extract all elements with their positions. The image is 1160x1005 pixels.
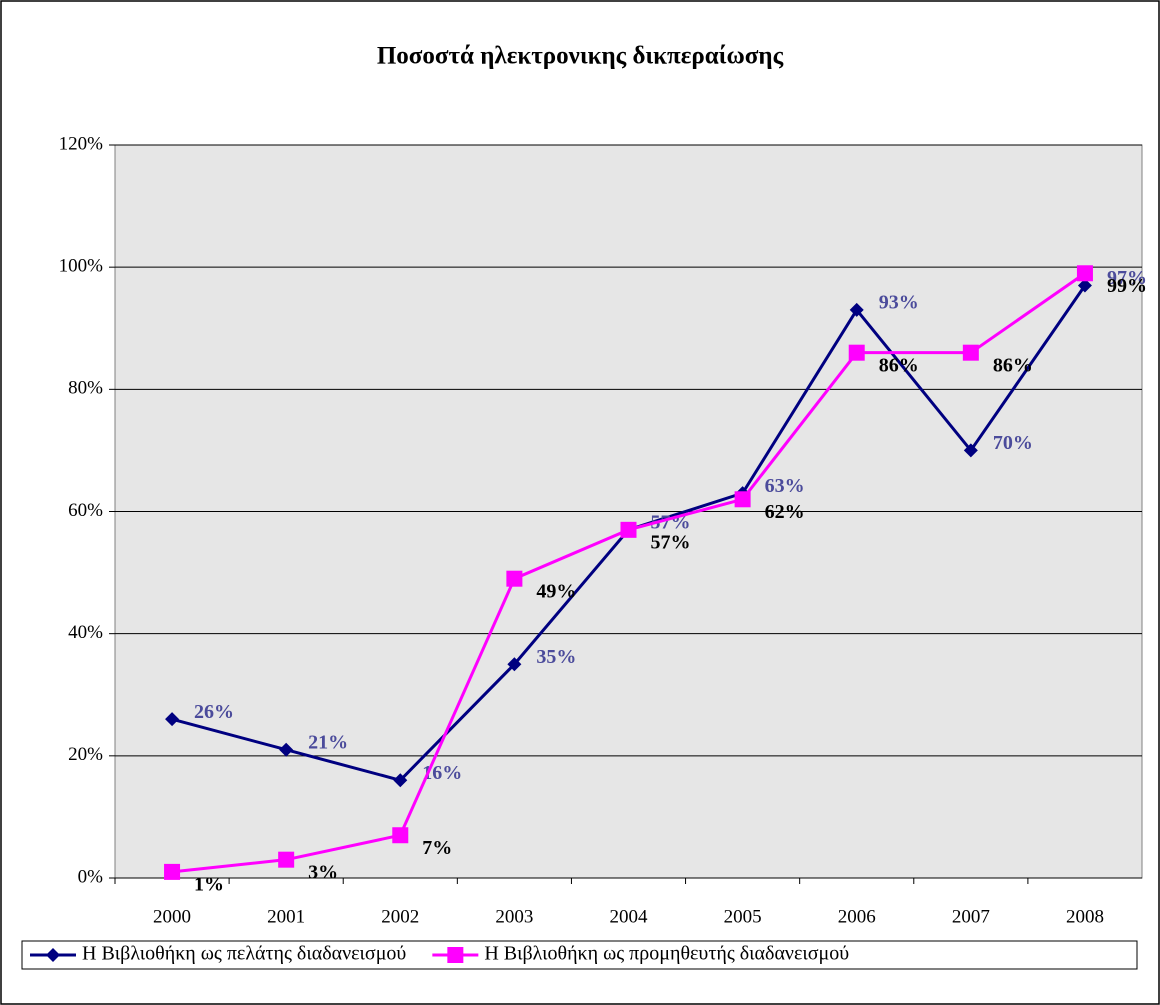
x-tick-label: 2001 (267, 906, 305, 927)
marker (734, 491, 751, 508)
marker (1077, 278, 1092, 293)
x-tick-label: 2007 (952, 906, 990, 927)
x-tick-label: 2003 (495, 906, 533, 927)
x-tick-label: 2002 (381, 906, 419, 927)
marker (164, 863, 181, 880)
marker (620, 521, 637, 538)
marker (848, 344, 865, 361)
x-tick-label: 2008 (1066, 906, 1104, 927)
data-label: 35% (536, 646, 576, 668)
data-label: 63% (765, 475, 805, 497)
marker (849, 302, 864, 317)
data-label: 57% (651, 531, 691, 553)
legend-label: Η Βιβλιοθήκη ως προμηθευτής διαδανεισμού (484, 943, 849, 965)
marker (165, 712, 180, 727)
marker (507, 657, 522, 672)
marker (278, 851, 295, 868)
data-label: 21% (308, 731, 348, 753)
y-tick-label: 40% (68, 622, 103, 643)
data-label: 62% (765, 501, 805, 523)
data-label: 26% (194, 701, 234, 723)
y-tick-label: 120% (59, 133, 104, 154)
y-tick-label: 80% (68, 378, 103, 399)
data-label: 86% (993, 354, 1033, 376)
data-label: 16% (422, 762, 462, 784)
x-tick-label: 2000 (153, 906, 191, 927)
chart-title: Ποσοστά ηλεκτρονικης δικπεραίωσης (377, 43, 784, 70)
y-tick-label: 20% (68, 744, 103, 765)
data-label: 1% (194, 873, 224, 895)
marker (962, 344, 979, 361)
data-label: 86% (879, 354, 919, 376)
legend-label: Η Βιβλιοθήκη ως πελάτης διαδανεισμού (82, 943, 406, 965)
data-label: 49% (536, 580, 576, 602)
data-label: 3% (308, 861, 338, 883)
data-label: 93% (879, 292, 919, 314)
y-tick-label: 0% (78, 866, 104, 887)
x-tick-label: 2006 (838, 906, 876, 927)
marker (506, 570, 523, 587)
x-tick-label: 2004 (610, 906, 649, 927)
marker (46, 948, 60, 962)
data-label: 97% (1107, 267, 1147, 289)
data-label: 70% (993, 432, 1033, 454)
data-label: 99% (1107, 275, 1147, 297)
legend-box (21, 940, 1138, 970)
data-label: 7% (422, 837, 452, 859)
y-tick-label: 60% (68, 500, 103, 521)
marker (1076, 265, 1093, 282)
x-tick-label: 2005 (724, 906, 762, 927)
marker (279, 742, 294, 757)
marker (393, 773, 408, 788)
marker (963, 443, 978, 458)
y-tick-label: 100% (59, 256, 104, 277)
marker (392, 827, 409, 844)
marker (447, 947, 464, 963)
